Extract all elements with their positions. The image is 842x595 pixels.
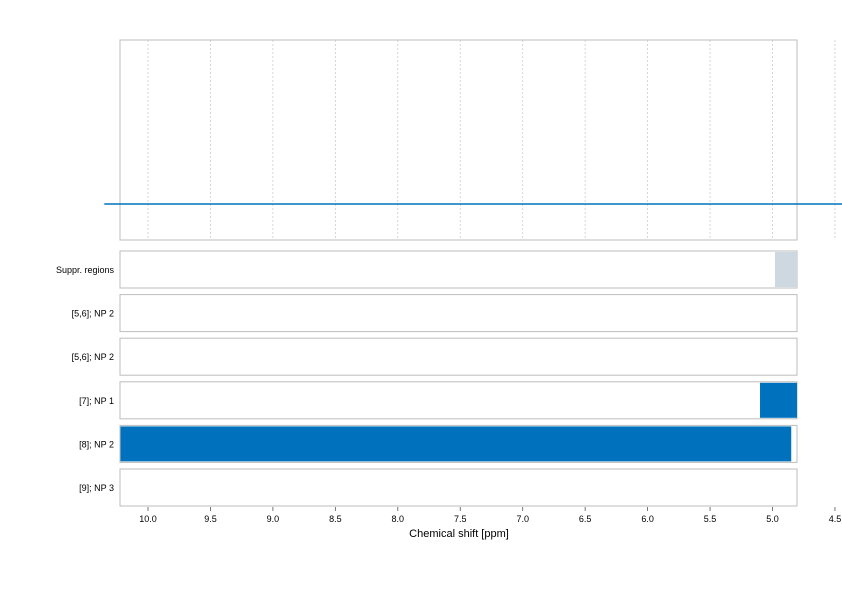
x-tick-label: 7.5 — [454, 514, 467, 524]
track-label: Suppr. regions — [56, 265, 115, 275]
track-label: [7]; NP 1 — [79, 396, 114, 406]
suppression-band — [774, 252, 797, 287]
track-panel-frame — [119, 294, 798, 333]
x-tick-label: 9.0 — [267, 514, 280, 524]
track-panel-frame — [119, 337, 798, 376]
range-bar — [120, 426, 792, 462]
spectrum: NP 21.80NP 33.99NP 34.00DMSO/DMSO7.89TMS… — [104, 203, 842, 205]
track-panel-frame — [119, 468, 798, 507]
spectrum-line — [104, 203, 842, 205]
x-tick-label: 8.5 — [329, 514, 342, 524]
track-label: [8]; NP 2 — [79, 439, 114, 449]
range-tracks: Suppr. regions [5,6]; NP 2 [5,6]; NP 2 [7];… — [56, 252, 797, 493]
x-axis-label: Chemical shift [ppm] — [409, 528, 509, 540]
spectrum-panel-frame — [119, 39, 798, 241]
x-tick-label: 4.5 — [829, 514, 842, 524]
x-tick-label: 7.0 — [516, 514, 529, 524]
x-tick-label: 6.5 — [579, 514, 592, 524]
track-panel-frame — [119, 381, 798, 420]
grid-lines — [147, 40, 836, 240]
track-label: [5,6]; NP 2 — [72, 309, 114, 319]
x-tick-label: 9.5 — [204, 514, 217, 524]
track-panel-frame — [119, 250, 798, 289]
x-tick-label: 5.0 — [766, 514, 779, 524]
x-tick-label: 10.0 — [139, 514, 157, 524]
track-label: [5,6]; NP 2 — [72, 352, 114, 362]
x-tick-label: 8.0 — [392, 514, 405, 524]
x-tick-label: 6.0 — [641, 514, 654, 524]
x-axis: 10.09.59.08.58.07.57.06.56.05.55.04.54.0… — [139, 507, 842, 524]
track-label: [9]; NP 3 — [79, 483, 114, 493]
x-tick-label: 5.5 — [704, 514, 717, 524]
range-bar — [760, 382, 797, 418]
